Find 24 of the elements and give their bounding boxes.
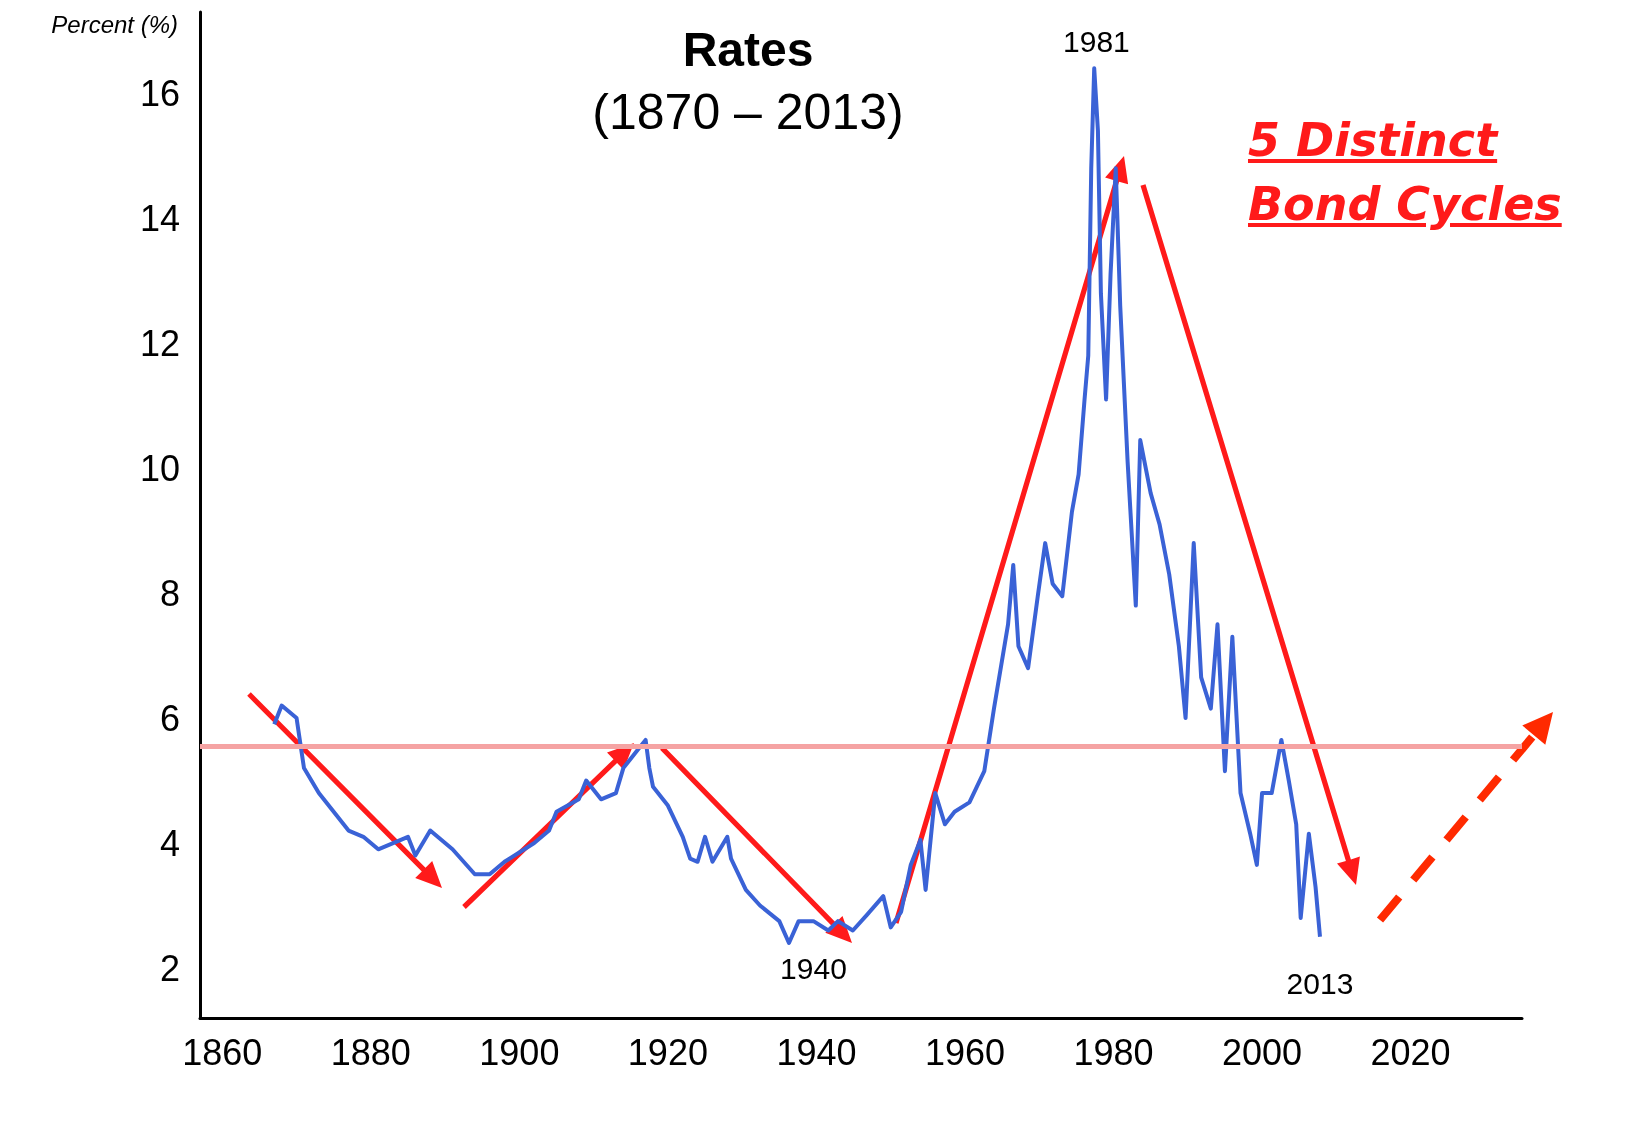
x-tick-label: 1980 <box>1073 1031 1154 1073</box>
x-tick-label: 1860 <box>182 1031 263 1073</box>
x-tick-label: 1960 <box>924 1031 1006 1073</box>
y-tick-label: 10 <box>139 447 180 489</box>
y-tick-label: 16 <box>139 72 180 114</box>
text: (1870 – 2013) <box>592 84 904 140</box>
annotation: 1940 <box>780 951 847 985</box>
x-tick-label: 2020 <box>1370 1031 1451 1073</box>
chart-title: Rates <box>682 22 814 76</box>
annotation: 5 Distinct Bond Cycles <box>1248 112 1563 233</box>
x-tick-label: 1880 <box>330 1031 411 1073</box>
x-tick-label: 2000 <box>1222 1031 1303 1073</box>
y-tick-label: 6 <box>159 697 180 739</box>
x-tick-label: 1940 <box>776 1031 857 1073</box>
x-tick-label: 1900 <box>479 1031 560 1073</box>
y-tick-label: 2 <box>159 947 180 989</box>
y-tick-label: 4 <box>159 822 180 864</box>
annotation: 2013 <box>1286 967 1354 1001</box>
x-tick-label: 1920 <box>627 1031 708 1073</box>
y-axis-title: Percent (%) <box>51 10 178 38</box>
y-tick-label: 14 <box>139 197 180 239</box>
y-tick-label: 8 <box>159 572 180 614</box>
y-tick-label: 12 <box>139 322 180 364</box>
annotation: 1981 <box>1063 24 1130 58</box>
